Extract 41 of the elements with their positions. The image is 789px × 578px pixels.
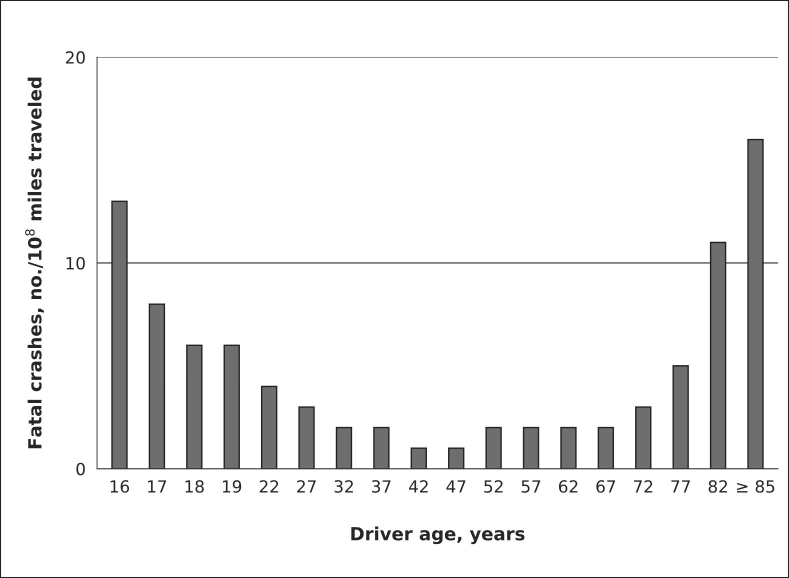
x-tick-label: 42 xyxy=(409,480,428,493)
bar xyxy=(747,138,764,469)
x-tick-label: 62 xyxy=(559,480,578,493)
bar xyxy=(522,426,540,469)
x-tick-label: 19 xyxy=(222,480,242,493)
y-tick-label: 20 xyxy=(66,51,85,64)
x-tick-label: 27 xyxy=(297,480,316,493)
y-axis-title: Fatal crashes, no./10$^{8}$ miles traveled xyxy=(25,78,44,448)
bar xyxy=(148,303,166,469)
bar xyxy=(260,386,278,469)
bar xyxy=(336,426,352,469)
bar xyxy=(485,426,502,469)
y-tick-label: 10 xyxy=(66,256,85,270)
x-tick-label: ≥ 85 xyxy=(737,480,774,493)
y-tick-label: 0 xyxy=(76,462,85,476)
bar xyxy=(373,426,390,469)
x-tick-label: 82 xyxy=(708,480,728,493)
bar xyxy=(410,447,427,469)
x-tick-label: 77 xyxy=(671,480,690,493)
bar xyxy=(448,447,464,469)
x-tick-label: 17 xyxy=(148,480,166,493)
bar xyxy=(560,426,577,469)
x-tick-label: 18 xyxy=(186,480,204,493)
bar xyxy=(298,406,315,469)
bar xyxy=(710,242,726,469)
x-tick-label: 47 xyxy=(446,480,466,493)
x-tick-label: 22 xyxy=(260,480,278,493)
x-tick-label: 57 xyxy=(522,480,540,493)
bar xyxy=(224,344,240,469)
bar xyxy=(672,365,689,469)
x-tick-label: 52 xyxy=(484,480,503,493)
bar xyxy=(186,344,202,469)
bar xyxy=(111,200,128,469)
x-axis-title: Driver age, years xyxy=(351,526,524,544)
bar xyxy=(598,426,614,469)
x-tick-label: 37 xyxy=(372,480,391,493)
bar xyxy=(635,406,652,469)
x-tick-label: 72 xyxy=(634,480,652,493)
x-tick-label: 32 xyxy=(334,480,353,493)
x-tick-label: 16 xyxy=(110,480,130,493)
x-tick-label: 67 xyxy=(596,480,616,493)
